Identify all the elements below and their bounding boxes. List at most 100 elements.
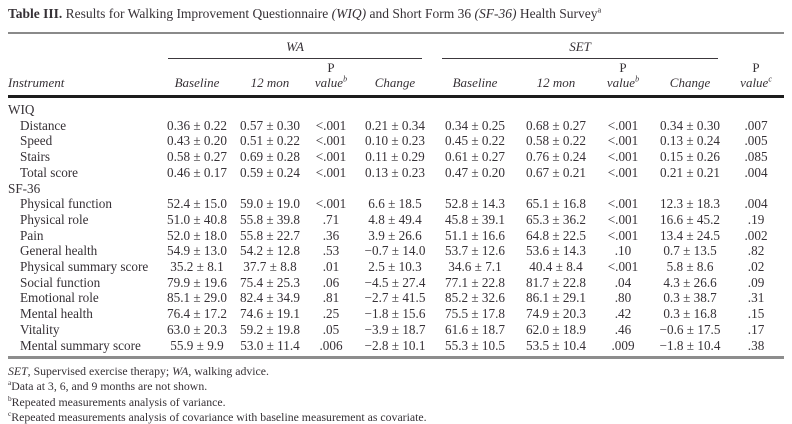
- col-header-wa-change: Change: [358, 59, 432, 98]
- value-cell: 0.58 ± 0.22: [526, 133, 586, 149]
- value-cell: 0.15 ± 0.26: [660, 149, 721, 165]
- value-cell: 0.59 ± 0.24: [240, 164, 300, 180]
- instrument-label: Mental health: [20, 306, 93, 322]
- table-row: Physical role 51.0 ± 40.8 55.8 ± 39.8 .71 4.…: [8, 212, 784, 228]
- value-cell: 0.13 ± 0.23: [365, 164, 425, 180]
- value-cell: <.001: [607, 211, 639, 227]
- value-cell: 0.7 ± 13.5: [663, 243, 717, 259]
- value-cell: 0.68 ± 0.27: [526, 117, 586, 133]
- instrument-label: Social function: [20, 274, 101, 290]
- value-label: valuec: [740, 74, 772, 90]
- col-header-wa-pvalue: P valueb: [304, 59, 358, 98]
- table-row: General health 54.9 ± 13.0 54.2 ± 12.8 .53 −…: [8, 243, 784, 259]
- instrument-label: Stairs: [20, 149, 51, 165]
- col-header-set-change: Change: [652, 59, 729, 98]
- value-cell: 3.9 ± 26.6: [368, 227, 422, 243]
- footnote-b: bRepeated measurements analysis of varia…: [8, 393, 226, 409]
- value-cell: 0.47 ± 0.20: [445, 164, 505, 180]
- value-cell: .009: [611, 337, 635, 353]
- value-cell: <.001: [607, 259, 639, 275]
- value-cell: 0.57 ± 0.30: [240, 117, 300, 133]
- value-cell: 85.1 ± 29.0: [167, 290, 227, 306]
- instrument-label: General health: [20, 243, 98, 259]
- abbrev-wa: WA: [172, 364, 189, 379]
- group-label-set: SET: [442, 38, 719, 59]
- value-cell: 75.5 ± 17.8: [445, 306, 505, 322]
- table-row: Stairs 0.58 ± 0.27 0.69 ± 0.28 <.001 0.11 ± …: [8, 149, 784, 165]
- value-cell: −0.6 ± 17.5: [659, 321, 721, 337]
- value-cell: −2.8 ± 10.1: [364, 337, 426, 353]
- value-cell: 0.34 ± 0.25: [445, 117, 505, 133]
- title-wiq-abbrev: (WIQ): [331, 6, 367, 21]
- value-cell: .02: [747, 259, 765, 275]
- value-cell: 74.6 ± 19.1: [240, 306, 300, 322]
- value-cell: .004: [744, 164, 768, 180]
- instrument-label: Pain: [20, 227, 44, 243]
- value-cell: 53.6 ± 14.3: [526, 243, 586, 259]
- value-cell: 0.3 ± 38.7: [663, 290, 717, 306]
- title-text-1: Results for Walking Improvement Question…: [62, 6, 332, 21]
- abbreviation-note: SET, Supervised exercise therapy; WA, wa…: [8, 364, 269, 379]
- value-cell: .09: [747, 274, 765, 290]
- value-cell: 53.0 ± 11.4: [240, 337, 300, 353]
- col-header-set-pvalue: P valueb: [594, 59, 652, 98]
- value-cell: .007: [744, 117, 768, 133]
- value-cell: 4.3 ± 26.6: [663, 274, 717, 290]
- value-cell: 54.9 ± 13.0: [167, 243, 227, 259]
- value-cell: 82.4 ± 34.9: [240, 290, 300, 306]
- value-cell: <.001: [607, 196, 639, 212]
- value-cell: −3.9 ± 18.7: [364, 321, 426, 337]
- col-header-wa-12mon: 12 mon: [236, 59, 304, 98]
- instrument-label: Speed: [20, 133, 53, 149]
- footnote-marker-b: b: [635, 74, 640, 84]
- value-cell: 0.34 ± 0.30: [660, 117, 721, 133]
- value-cell: .15: [747, 306, 765, 322]
- table-title: Table III. Results for Walking Improveme…: [8, 5, 784, 23]
- value-cell: <.001: [315, 196, 347, 212]
- value-cell: 0.76 ± 0.24: [526, 149, 586, 165]
- table-row: Social function 79.9 ± 19.6 75.4 ± 25.3 .06…: [8, 275, 784, 291]
- value-cell: 86.1 ± 29.1: [526, 290, 586, 306]
- table-row: Physical function 52.4 ± 15.0 59.0 ± 19.0 <…: [8, 196, 784, 212]
- column-header-row: Instrument Baseline 12 mon P valueb Chan…: [8, 59, 785, 98]
- footnote-marker-c: c: [8, 408, 12, 418]
- group-header-set: SET: [432, 33, 728, 59]
- value-cell: −0.7 ± 14.0: [364, 243, 426, 259]
- value-cell: 51.1 ± 16.6: [445, 227, 505, 243]
- value-cell: .05: [322, 321, 340, 337]
- section-row: WIQ: [8, 97, 784, 118]
- col-header-ancova-pvalue: P valuec: [728, 59, 785, 98]
- value-cell: <.001: [315, 117, 347, 133]
- value-cell: 52.4 ± 15.0: [167, 196, 227, 212]
- value-cell: <.001: [607, 133, 639, 149]
- instrument-label: Physical role: [20, 211, 89, 227]
- results-table: WA SET Instrument Baseline 12 mon P valu…: [8, 32, 785, 360]
- footnote-a: aData at 3, 6, and 9 months are not show…: [8, 378, 208, 394]
- instrument-label: Emotional role: [20, 290, 99, 306]
- value-cell: .006: [319, 337, 343, 353]
- value-cell: .10: [614, 243, 632, 259]
- value-cell: 0.11 ± 0.29: [365, 149, 425, 165]
- value-cell: <.001: [607, 164, 639, 180]
- value-cell: .085: [744, 149, 768, 165]
- table-row: Pain 52.0 ± 18.0 55.8 ± 22.7 .36 3.9 ± 26.6 5…: [8, 228, 784, 244]
- value-cell: 51.0 ± 40.8: [167, 211, 227, 227]
- group-header-row: WA SET: [8, 33, 784, 59]
- value-cell: 0.21 ± 0.21: [660, 164, 721, 180]
- value-cell: .005: [744, 133, 768, 149]
- value-cell: 81.7 ± 22.8: [526, 274, 586, 290]
- value-cell: .04: [614, 274, 632, 290]
- value-cell: 0.43 ± 0.20: [167, 133, 227, 149]
- col-header-set-baseline: Baseline: [432, 59, 518, 98]
- col-header-instrument: Instrument: [8, 59, 158, 98]
- value-cell: 64.8 ± 22.5: [526, 227, 586, 243]
- table-row: Mental health 76.4 ± 17.2 74.6 ± 19.1 .25 −1…: [8, 306, 784, 322]
- value-cell: 0.69 ± 0.28: [240, 149, 300, 165]
- value-cell: 0.51 ± 0.22: [240, 133, 300, 149]
- instrument-label: Distance: [20, 117, 67, 133]
- title-footnote-marker: a: [597, 5, 602, 15]
- value-cell: 0.67 ± 0.21: [526, 164, 586, 180]
- value-cell: 0.3 ± 16.8: [663, 306, 717, 322]
- instrument-label: Physical function: [20, 196, 112, 212]
